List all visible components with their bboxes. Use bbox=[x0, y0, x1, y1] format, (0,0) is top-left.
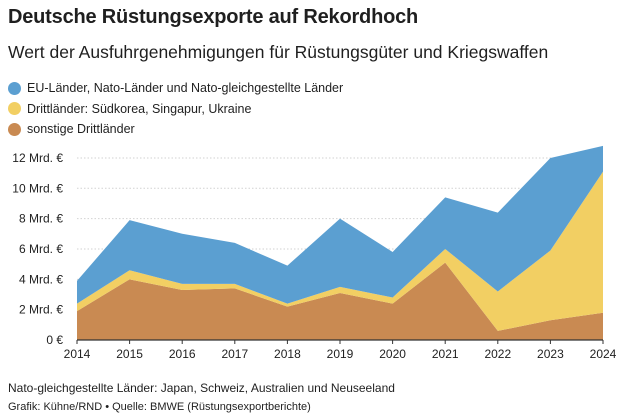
legend-label-eu-nato: EU-Länder, Nato-Länder und Nato-gleichge… bbox=[27, 81, 344, 96]
footnote: Nato-gleichgestellte Länder: Japan, Schw… bbox=[8, 381, 395, 395]
legend: EU-Länder, Nato-Länder und Nato-gleichge… bbox=[8, 78, 343, 140]
area-sonstige bbox=[77, 262, 603, 340]
chart-subtitle: Wert der Ausfuhrgenehmigungen für Rüstun… bbox=[8, 42, 549, 62]
area-eu-nato bbox=[77, 145, 603, 304]
x-tick-label: 2017 bbox=[221, 347, 248, 361]
x-tick-label: 2015 bbox=[116, 347, 143, 361]
legend-swatch-eu-nato bbox=[8, 81, 21, 95]
axes bbox=[76, 339, 604, 344]
legend-swatch-drittlaender bbox=[8, 102, 21, 116]
x-tick-label: 2014 bbox=[64, 347, 91, 361]
y-tick-label: 8 Mrd. € bbox=[19, 212, 63, 226]
legend-item-sonstige: sonstige Drittländer bbox=[8, 119, 343, 140]
x-tick-label: 2023 bbox=[537, 347, 564, 361]
x-tick-label: 2018 bbox=[274, 347, 301, 361]
x-tick-label: 2019 bbox=[327, 347, 354, 361]
y-tick-label: 6 Mrd. € bbox=[19, 242, 63, 256]
x-tick-label: 2022 bbox=[484, 347, 511, 361]
legend-item-drittlaender: Drittländer: Südkorea, Singapur, Ukraine bbox=[8, 99, 343, 120]
y-tick-labels: 0 € 2 Mrd. € 4 Mrd. € 6 Mrd. € 8 Mrd. € 10 Mr… bbox=[12, 151, 63, 347]
legend-item-eu-nato: EU-Länder, Nato-Länder und Nato-gleichge… bbox=[8, 78, 343, 99]
y-tick-label: 12 Mrd. € bbox=[12, 151, 63, 165]
y-tick-label: 4 Mrd. € bbox=[19, 272, 63, 286]
source-credit: Grafik: Kühne/RND • Quelle: BMWE (Rüstun… bbox=[8, 401, 311, 413]
legend-swatch-sonstige bbox=[8, 122, 21, 136]
y-tick-label: 10 Mrd. € bbox=[12, 181, 63, 195]
x-tick-label: 2024 bbox=[590, 347, 617, 361]
area-chart: 0 € 2 Mrd. € 4 Mrd. € 6 Mrd. € 8 Mrd. € 10 Mr… bbox=[12, 145, 617, 361]
x-tick-label: 2016 bbox=[169, 347, 196, 361]
x-tick-labels: 2014 2015 2016 2017 2018 2019 2020 2021 2022 2023… bbox=[64, 347, 617, 361]
legend-label-sonstige: sonstige Drittländer bbox=[27, 122, 135, 137]
y-tick-label: 0 € bbox=[46, 333, 63, 347]
y-tick-label: 2 Mrd. € bbox=[19, 303, 63, 317]
stacked-areas bbox=[77, 145, 603, 340]
x-tick-label: 2020 bbox=[379, 347, 406, 361]
legend-label-drittlaender: Drittländer: Südkorea, Singapur, Ukraine bbox=[27, 101, 252, 116]
x-tick-label: 2021 bbox=[432, 347, 459, 361]
chart-title: Deutsche Rüstungsexporte auf Rekordhoch bbox=[8, 6, 419, 28]
area-drittlaender-sued bbox=[77, 171, 603, 331]
